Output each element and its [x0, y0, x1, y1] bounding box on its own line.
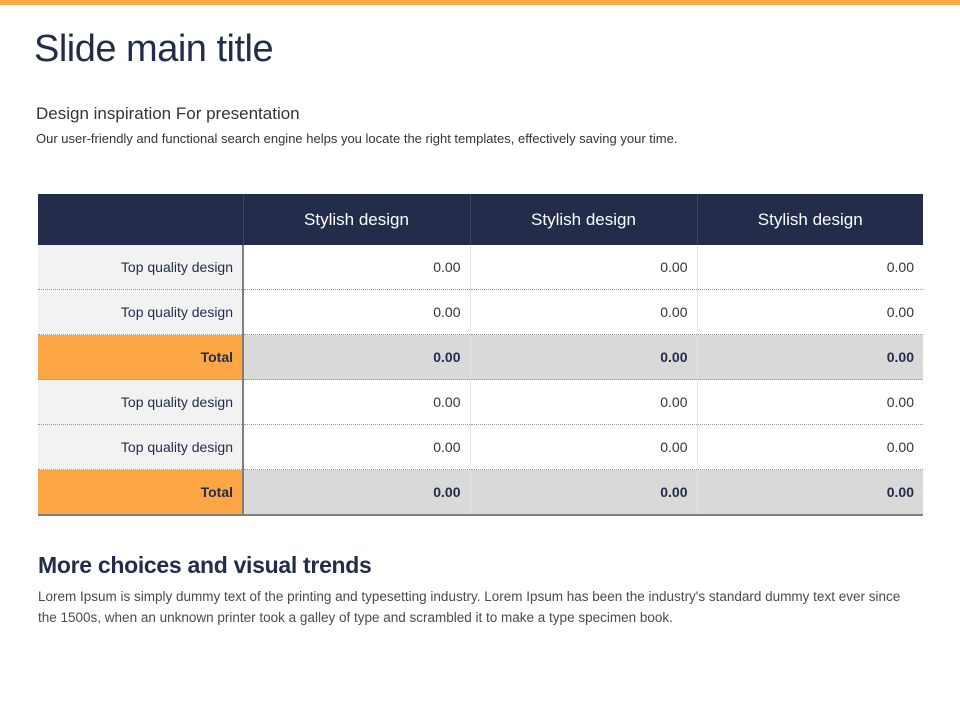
table-cell: 0.00 [469, 289, 697, 335]
slide-subtitle: Design inspiration For presentation [36, 104, 300, 123]
table-cell: 0.00 [696, 289, 923, 335]
table-cell: 0.00 [242, 245, 470, 290]
row-label: Top quality design [38, 424, 244, 470]
table-row: Top quality design 0.00 0.00 0.00 [38, 379, 923, 425]
table-cell: 0.00 [696, 424, 923, 470]
table-total-row: Total 0.00 0.00 0.00 [38, 469, 923, 516]
slide-title: Slide main title [34, 28, 274, 70]
table-cell: 0.00 [242, 379, 470, 425]
slide-description: Our user-friendly and functional search … [36, 131, 678, 146]
total-cell: 0.00 [469, 334, 697, 380]
table-cell: 0.00 [242, 424, 470, 470]
total-cell: 0.00 [242, 334, 470, 380]
total-cell: 0.00 [242, 469, 470, 516]
total-cell: 0.00 [469, 469, 697, 516]
section-heading: More choices and visual trends [38, 552, 372, 578]
table-cell: 0.00 [242, 289, 470, 335]
table-total-row: Total 0.00 0.00 0.00 [38, 334, 923, 380]
table-header-cell: Stylish design [469, 194, 697, 245]
total-cell: 0.00 [696, 469, 923, 516]
table-row: Top quality design 0.00 0.00 0.00 [38, 289, 923, 335]
table-cell: 0.00 [696, 379, 923, 425]
table-cell: 0.00 [696, 245, 923, 290]
top-accent-bar [0, 0, 960, 5]
row-label: Top quality design [38, 379, 244, 425]
section-body-text: Lorem Ipsum is simply dummy text of the … [38, 589, 901, 625]
table-header-cell [38, 194, 243, 245]
table-header-cell: Stylish design [696, 194, 923, 245]
total-cell: 0.00 [696, 334, 923, 380]
table-row: Top quality design 0.00 0.00 0.00 [38, 424, 923, 470]
table-row: Top quality design 0.00 0.00 0.00 [38, 245, 923, 290]
table-cell: 0.00 [469, 424, 697, 470]
table-header-row: Stylish design Stylish design Stylish de… [38, 194, 923, 245]
data-table: Stylish design Stylish design Stylish de… [38, 194, 923, 516]
row-label: Top quality design [38, 245, 244, 290]
table-header-cell: Stylish design [242, 194, 470, 245]
row-label: Top quality design [38, 289, 244, 335]
total-label: Total [38, 469, 244, 516]
table-cell: 0.00 [469, 245, 697, 290]
table-cell: 0.00 [469, 379, 697, 425]
total-label: Total [38, 334, 244, 380]
